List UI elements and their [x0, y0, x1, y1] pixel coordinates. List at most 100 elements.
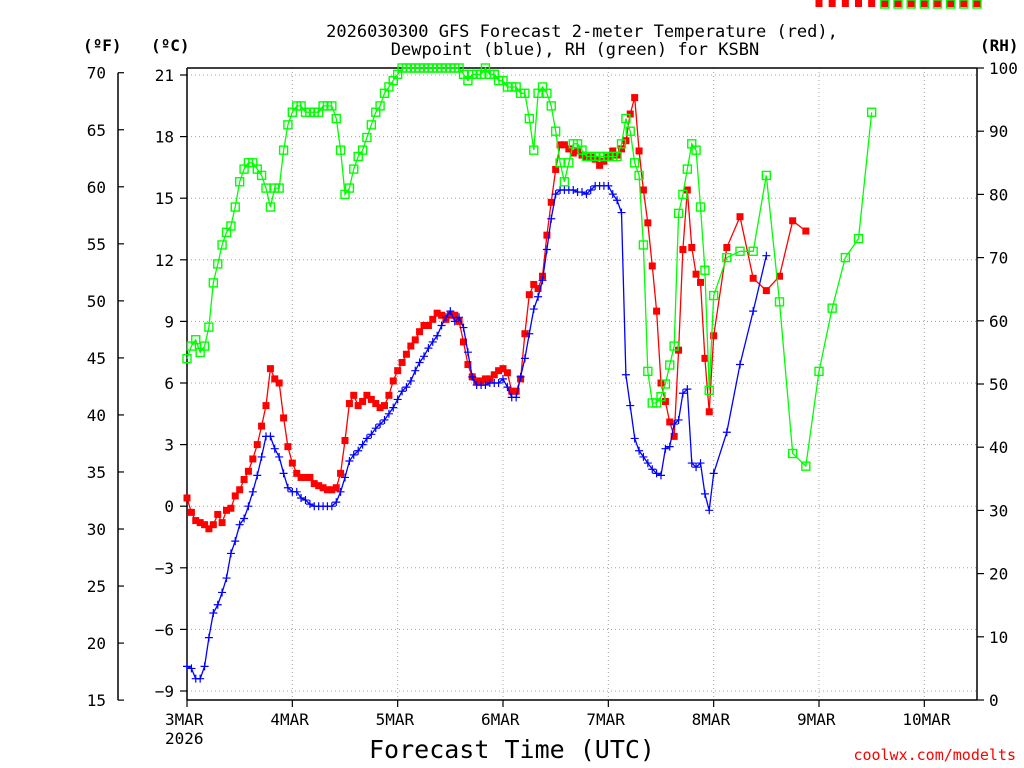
- temperature-point: [402, 350, 410, 358]
- dewpoint-point: [371, 424, 380, 433]
- temperature-point: [736, 213, 744, 221]
- rh-point: [335, 145, 346, 155]
- temperature-point: [947, 0, 955, 7]
- temperature-point: [372, 400, 380, 408]
- dewpoint-point: [200, 662, 209, 671]
- temperature-point: [438, 311, 446, 319]
- dewpoint-point: [446, 307, 455, 316]
- dewpoint-point: [586, 185, 595, 194]
- dewpoint-point: [534, 292, 543, 301]
- dewpoint-point: [749, 307, 758, 316]
- temperature-point: [881, 0, 889, 7]
- dewpoint-point: [547, 214, 556, 223]
- rh-point: [327, 101, 337, 111]
- dewpoint-point: [551, 190, 560, 199]
- temperature-point: [214, 510, 222, 518]
- temperature-point: [310, 480, 318, 488]
- temperature-point: [495, 367, 503, 375]
- rh-point: [682, 164, 693, 174]
- dewpoint-point: [336, 487, 345, 496]
- temperature-point: [332, 484, 340, 492]
- dewpoint-point: [441, 313, 450, 322]
- temperature-point: [490, 371, 498, 379]
- x-tick-label: 6MAR: [481, 710, 520, 729]
- temperature-point: [973, 0, 981, 7]
- rh-point: [274, 183, 284, 193]
- rh-point: [629, 158, 640, 168]
- rh-tick-label: 70: [989, 249, 1008, 268]
- rh-point: [695, 202, 706, 212]
- rh-line: [186, 66, 873, 468]
- rh-tick-label: 0: [989, 691, 999, 710]
- dewpoint-point: [674, 415, 683, 424]
- temperature-point: [670, 432, 678, 440]
- rh-point: [234, 177, 245, 187]
- dewpoint-point: [297, 493, 306, 502]
- dewpoint-point: [525, 329, 534, 338]
- temperature-point: [530, 280, 538, 288]
- temperature-point: [284, 443, 292, 451]
- celsius-tick-label: 12: [155, 251, 174, 270]
- celsius-tick-label: −6: [155, 620, 174, 639]
- temperature-point: [385, 391, 393, 399]
- temperature-point: [187, 508, 195, 516]
- temperature-point: [894, 0, 902, 7]
- dewpoint-point: [428, 337, 437, 346]
- celsius-tick-label: −9: [155, 682, 174, 701]
- rh-point: [669, 341, 679, 351]
- dewpoint-point: [678, 389, 687, 398]
- dewpoint-point: [687, 459, 696, 468]
- temperature-point: [341, 436, 349, 444]
- dewpoint-point: [345, 457, 354, 466]
- fahrenheit-tick-label: 20: [87, 634, 106, 653]
- dewpoint-point: [240, 514, 249, 523]
- fahrenheit-tick-label: 40: [87, 406, 106, 425]
- rh-point: [213, 259, 223, 269]
- dewpoint-point: [327, 502, 336, 511]
- temperature-point: [433, 309, 441, 317]
- temperature-point: [262, 402, 270, 410]
- dewpoint-point: [301, 496, 310, 505]
- temperature-point: [565, 145, 573, 153]
- dewpoint-point: [226, 549, 235, 558]
- dewpoint-point: [665, 442, 674, 451]
- rh-point: [524, 113, 535, 124]
- chart-title: 2026030300 GFS Forecast 2-meter Temperat…: [326, 22, 838, 42]
- dewpoint-point: [218, 588, 227, 597]
- rh-point: [665, 360, 675, 370]
- dewpoint-point: [420, 352, 428, 361]
- dewpoint-point: [231, 537, 240, 546]
- series-temperature: [183, 0, 981, 533]
- rh-point: [278, 145, 289, 155]
- rh-point: [564, 158, 574, 168]
- dewpoint-point: [411, 366, 420, 375]
- temperature-point: [350, 391, 358, 399]
- rh-point: [774, 297, 785, 307]
- dewpoint-point: [362, 434, 371, 443]
- temperature-point: [227, 504, 235, 512]
- temperature-point: [381, 402, 388, 410]
- temperature-point: [266, 365, 274, 373]
- temperature-point: [644, 219, 652, 227]
- dewpoint-point: [393, 395, 402, 404]
- dewpoint-point: [608, 190, 617, 199]
- dewpoint-point: [652, 469, 661, 478]
- temperature-point: [828, 0, 836, 7]
- x-tick-label: 8MAR: [692, 710, 731, 729]
- temperature-point: [271, 375, 279, 383]
- fahrenheit-tick-label: 65: [87, 121, 106, 140]
- dewpoint-point: [283, 483, 292, 492]
- series-dewpoint: [183, 182, 771, 683]
- x-axis-label: Forecast Time (UTC): [369, 735, 655, 764]
- celsius-tick-label: 18: [155, 128, 174, 147]
- dewpoint-point: [275, 452, 284, 461]
- temperature-point: [240, 476, 248, 484]
- temperature-point: [552, 165, 560, 173]
- dewpoint-point: [512, 393, 521, 402]
- dewpoint-point: [437, 321, 446, 330]
- temperature-point: [201, 521, 209, 529]
- credit-text: coolwx.com/modelts: [853, 746, 1016, 764]
- temperature-point: [398, 358, 406, 366]
- temperature-point: [236, 486, 244, 494]
- dewpoint-point: [389, 403, 398, 412]
